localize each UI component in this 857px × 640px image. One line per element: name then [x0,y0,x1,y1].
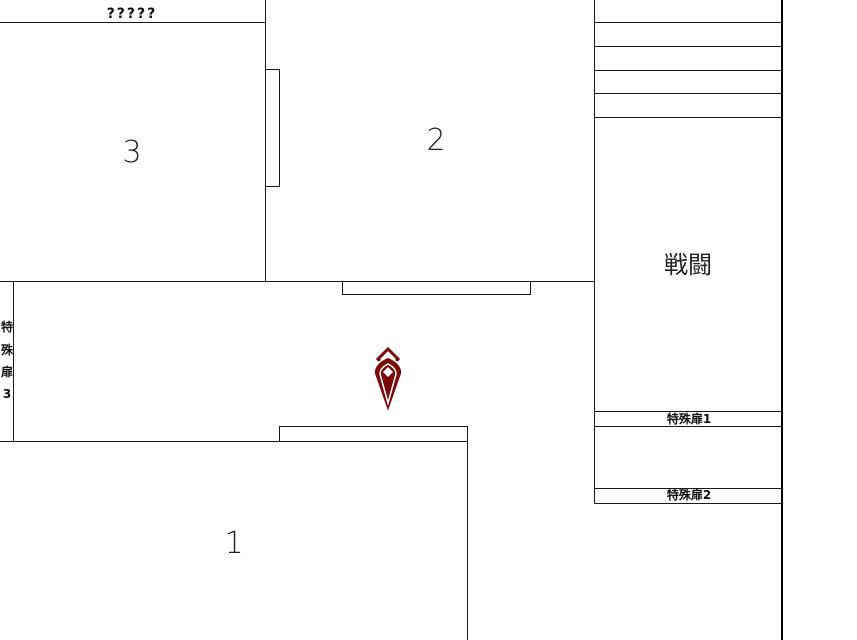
special-door-3-char-1: 特 [1,319,13,334]
room-1-label: 1 [224,526,243,561]
corridor [0,281,595,640]
special-door-3-char-3: 扉 [1,364,13,379]
special-door-2[interactable]: 特殊扉2 [594,487,783,504]
special-door-3[interactable]: 特 殊 扉 3 [0,319,14,401]
special-door-1[interactable]: 特殊扉1 [594,411,783,427]
unknown-room-strip: ????? [0,6,266,23]
special-door-1-label: 特殊扉1 [667,411,711,426]
room-2-label: 2 [426,123,445,158]
special-door-3-char-2: 殊 [0,342,14,357]
unknown-room-label: ????? [107,6,158,22]
battle-room[interactable]: 戦闘 [664,251,712,279]
special-door-3-char-4: 3 [3,387,11,401]
right-column [594,0,783,640]
battle-room-label: 戦闘 [664,251,712,279]
location-pin-icon[interactable] [373,346,403,416]
room-3[interactable]: 3 [122,0,280,282]
room-1[interactable]: 1 [224,526,243,561]
room-3-label: 3 [122,135,141,170]
special-door-2-label: 特殊扉2 [667,487,711,502]
room-2[interactable]: 2 [426,0,595,282]
